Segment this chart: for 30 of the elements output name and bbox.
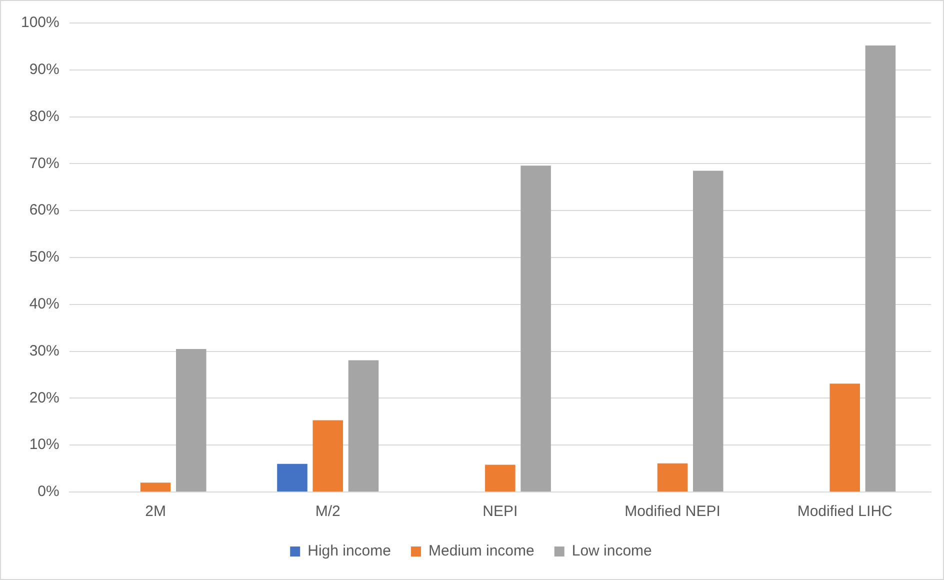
y-tick-label: 80%: [29, 108, 60, 125]
bar: [692, 170, 724, 492]
bar: [485, 464, 516, 492]
x-tick-label: 2M: [145, 503, 166, 520]
y-tick-label: 40%: [29, 296, 60, 313]
x-tick-label: Modified LIHC: [797, 503, 893, 520]
bar: [312, 420, 343, 492]
x-tick-label: NEPI: [482, 503, 518, 520]
bar: [865, 46, 896, 492]
bar: [140, 482, 171, 492]
bar: [657, 463, 688, 492]
legend-label: Medium income: [428, 542, 534, 560]
bar: [277, 464, 308, 492]
y-tick-label: 70%: [29, 154, 60, 172]
y-tick-label: 10%: [29, 436, 60, 454]
bar: [520, 166, 551, 492]
y-tick-label: 20%: [29, 389, 60, 406]
y-tick-label: 0%: [38, 483, 60, 500]
y-tick-label: 60%: [29, 202, 60, 219]
x-tick-label: Modified NEPI: [624, 503, 720, 520]
legend-label: High income: [308, 542, 391, 560]
legend-label: Low income: [572, 542, 652, 560]
x-tick-label: M/2: [315, 503, 340, 520]
y-tick-label: 30%: [29, 342, 60, 360]
y-tick-label: 90%: [29, 61, 60, 78]
bar: [348, 360, 379, 492]
y-tick-label: 50%: [29, 248, 60, 266]
bar: [830, 384, 860, 492]
y-tick-label: 100%: [20, 14, 60, 32]
bar: [176, 348, 206, 492]
